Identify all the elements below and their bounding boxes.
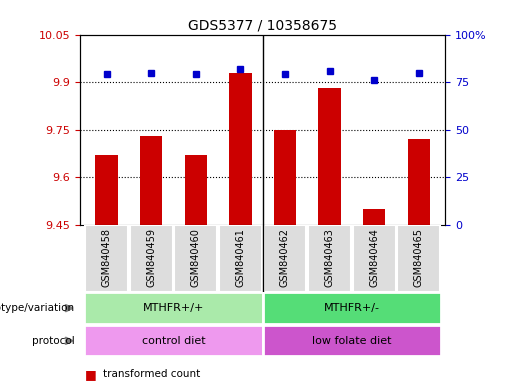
Bar [318, 88, 341, 225]
FancyBboxPatch shape [130, 225, 173, 292]
Text: ■: ■ [85, 368, 97, 381]
Text: GSM840463: GSM840463 [324, 228, 335, 287]
Text: protocol: protocol [32, 336, 75, 346]
Text: GSM840465: GSM840465 [414, 228, 424, 287]
FancyBboxPatch shape [84, 293, 263, 324]
Bar [363, 209, 385, 225]
Text: GSM840461: GSM840461 [235, 228, 245, 287]
Bar [184, 155, 207, 225]
Bar [95, 155, 118, 225]
Bar [274, 129, 296, 225]
Text: genotype/variation: genotype/variation [0, 303, 75, 313]
Bar [229, 73, 251, 225]
FancyBboxPatch shape [397, 225, 440, 292]
FancyBboxPatch shape [84, 325, 263, 356]
FancyBboxPatch shape [308, 225, 351, 292]
Text: MTHFR+/+: MTHFR+/+ [143, 303, 204, 313]
Text: GSM840460: GSM840460 [191, 228, 201, 287]
FancyBboxPatch shape [263, 325, 441, 356]
Bar [407, 139, 430, 225]
FancyBboxPatch shape [219, 225, 262, 292]
Text: low folate diet: low folate diet [312, 336, 391, 346]
FancyBboxPatch shape [263, 293, 441, 324]
Text: GSM840464: GSM840464 [369, 228, 379, 287]
Text: transformed count: transformed count [103, 369, 200, 379]
FancyBboxPatch shape [85, 225, 128, 292]
Text: GSM840462: GSM840462 [280, 228, 290, 287]
Bar [140, 136, 162, 225]
FancyBboxPatch shape [353, 225, 396, 292]
Text: MTHFR+/-: MTHFR+/- [324, 303, 380, 313]
Text: GSM840459: GSM840459 [146, 228, 156, 287]
Title: GDS5377 / 10358675: GDS5377 / 10358675 [188, 18, 337, 32]
Text: control diet: control diet [142, 336, 205, 346]
Text: ■: ■ [85, 383, 97, 384]
FancyBboxPatch shape [264, 225, 306, 292]
Text: GSM840458: GSM840458 [101, 228, 112, 287]
FancyBboxPatch shape [175, 225, 217, 292]
